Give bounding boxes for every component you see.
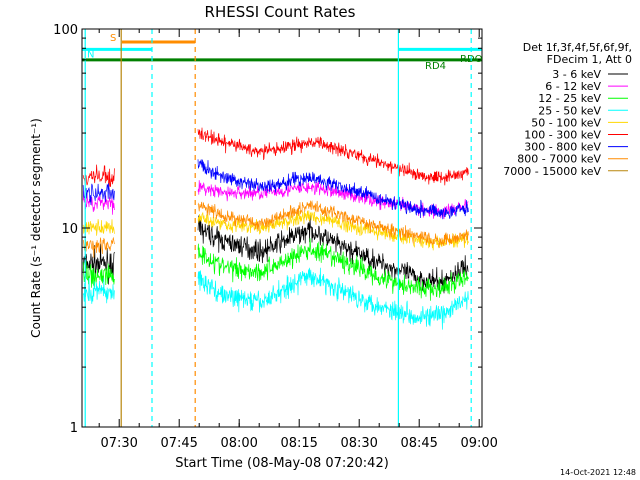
series-2: [82, 238, 469, 301]
y-tick-label-0: 1: [70, 421, 78, 436]
series-4: [82, 210, 469, 251]
x-tick-label-6: 09:00: [460, 436, 497, 451]
legend-header-1: FDecim 1, Att 0: [547, 53, 632, 66]
y-tick-label-2: 100: [53, 23, 78, 38]
legend-header-0: Det 1f,3f,4f,5f,6f,9f,: [523, 41, 632, 54]
x-tick-label-0: 07:30: [100, 436, 137, 451]
chart-title: RHESSI Count Rates: [205, 3, 356, 21]
series-1: [82, 180, 469, 220]
flag-bar-label-N: N: [87, 49, 94, 60]
series-5: [82, 127, 469, 188]
x-tick-label-4: 08:30: [340, 436, 377, 451]
legend-label-5: 100 - 300 keV: [524, 129, 601, 142]
legend-label-1: 6 - 12 keV: [545, 80, 601, 93]
legend-label-0: 3 - 6 keV: [552, 68, 601, 81]
timestamp: 14-Oct-2021 12:48: [560, 468, 636, 477]
x-tick-label-1: 07:45: [160, 436, 197, 451]
series-6: [82, 159, 469, 220]
x-tick-label-3: 08:15: [280, 436, 317, 451]
series-3: [82, 267, 469, 330]
series-0: [82, 215, 469, 294]
series-7: [82, 200, 469, 258]
legend-label-4: 50 - 100 keV: [531, 116, 601, 129]
legend-label-3: 25 - 50 keV: [538, 104, 601, 117]
y-tick-label-1: 10: [61, 222, 78, 237]
legend-label-8: 7000 - 15000 keV: [503, 165, 601, 178]
flag-bar-label-S: S: [110, 33, 116, 44]
y-axis-label: Count Rate (s⁻¹ detector segment⁻¹): [29, 118, 43, 338]
x-axis-label: Start Time (08-May-08 07:20:42): [175, 456, 389, 471]
x-tick-label-2: 08:00: [220, 436, 257, 451]
plot-frame: [81, 28, 483, 428]
legend-label-7: 800 - 7000 keV: [517, 153, 601, 166]
legend-label-2: 12 - 25 keV: [538, 92, 601, 105]
legend-label-6: 300 - 800 keV: [524, 141, 601, 154]
flag-label-rd4: RD4: [425, 61, 446, 72]
flag-label-rdo: RDO: [460, 54, 483, 65]
x-tick-label-5: 08:45: [400, 436, 437, 451]
